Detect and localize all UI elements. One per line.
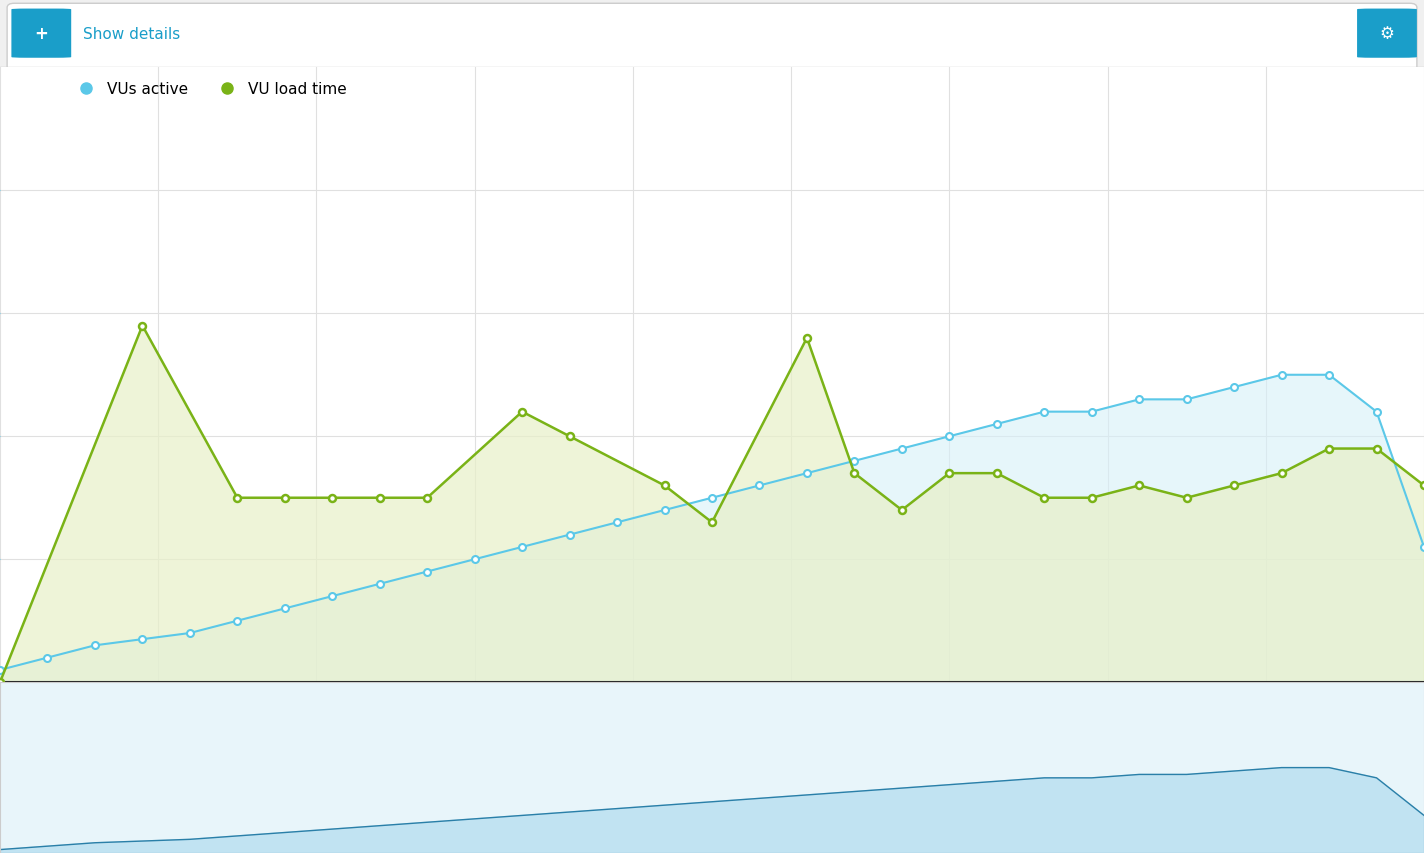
FancyBboxPatch shape xyxy=(1357,9,1417,59)
FancyBboxPatch shape xyxy=(11,9,71,59)
Text: Show details: Show details xyxy=(83,26,179,42)
Legend: VUs active, VU load time: VUs active, VU load time xyxy=(64,76,353,103)
Text: ⚙: ⚙ xyxy=(1380,25,1394,44)
Text: +: + xyxy=(34,25,48,44)
